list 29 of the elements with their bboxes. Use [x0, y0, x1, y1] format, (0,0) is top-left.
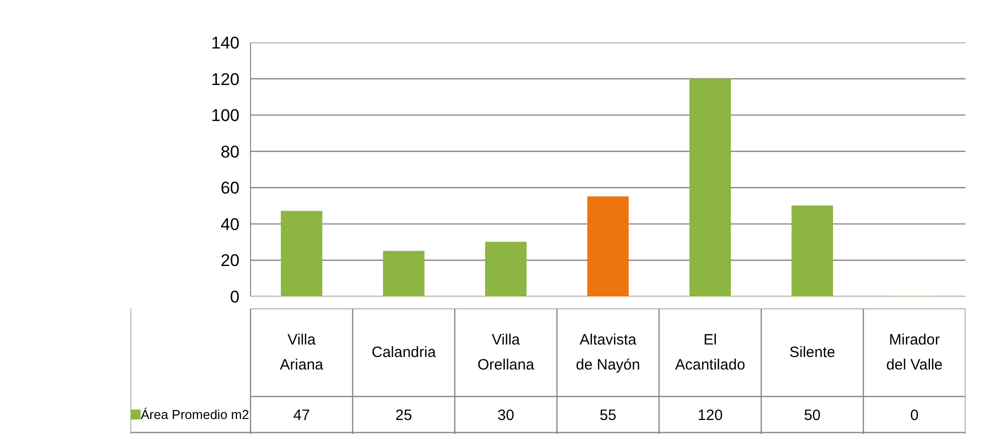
y-tick-label: 120 [211, 70, 240, 89]
y-tick-label: 80 [220, 142, 240, 162]
data-label: 30 [498, 407, 514, 424]
bar [485, 242, 527, 296]
legend-label: Área Promedio m2 [140, 407, 250, 422]
data-label: 50 [804, 407, 821, 424]
bar [587, 196, 629, 296]
x-tick-label: Calandria [372, 344, 436, 361]
x-tick-label: Villa Ariana [280, 332, 324, 374]
y-tick-label: 0 [230, 288, 240, 306]
data-label: 120 [698, 407, 723, 424]
bar [792, 205, 834, 296]
x-tick-label: Silente [789, 344, 836, 361]
x-tick-label: Altavista de Nayón [576, 332, 640, 374]
x-tick-label: Mirador del Valle [886, 332, 943, 374]
bar [689, 78, 731, 296]
x-tick-label: El Acantilado [675, 332, 746, 374]
y-tick-label: 60 [220, 178, 240, 198]
y-tick-label: 140 [211, 34, 240, 52]
x-tick-label: Villa Orellana [478, 332, 535, 374]
data-label: 47 [293, 407, 310, 424]
y-tick-label: 40 [220, 214, 240, 234]
data-label: 25 [395, 407, 412, 424]
bar [382, 250, 424, 296]
bar [280, 210, 322, 296]
y-tick-label: 20 [220, 251, 240, 270]
y-tick-label: 100 [211, 106, 240, 126]
data-label: 0 [910, 407, 919, 424]
data-label: 55 [600, 407, 616, 424]
